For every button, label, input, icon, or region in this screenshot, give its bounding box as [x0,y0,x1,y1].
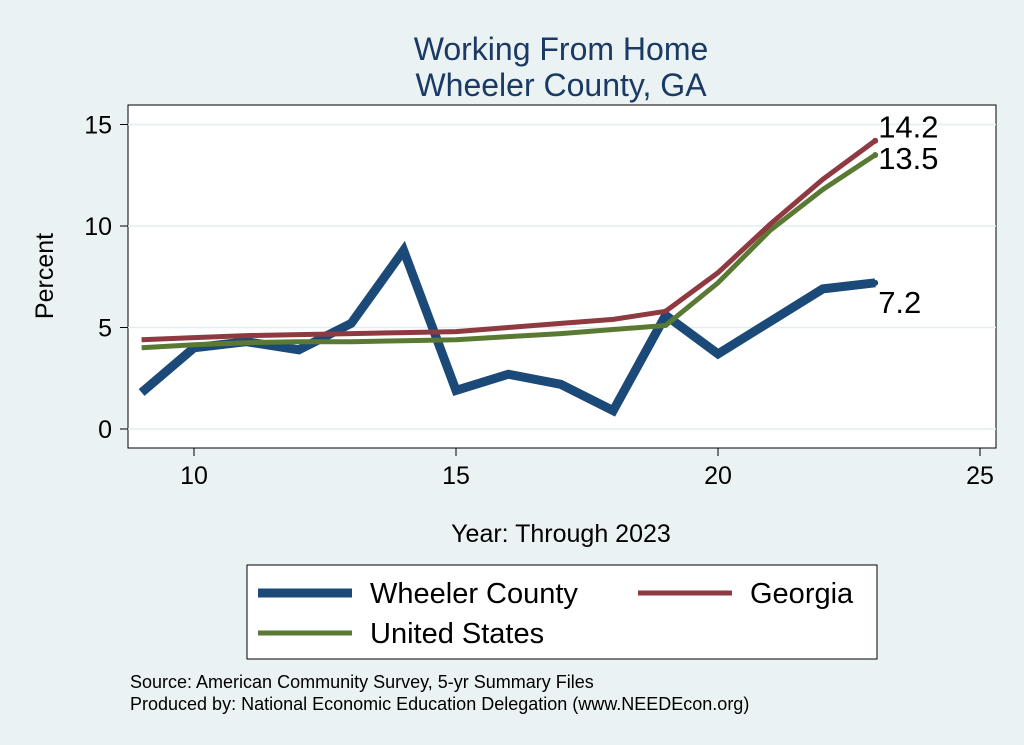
gridlines [128,123,996,430]
plot-area [127,104,997,449]
x-tick-label: 20 [704,462,732,490]
y-tick-label: 5 [98,315,112,343]
georgia-line [141,138,877,343]
x-tick-label: 25 [966,462,994,490]
wheeler-county-end-point [872,279,879,286]
x-tick-label: 15 [442,462,470,490]
x-axis-label: Year: Through 2023 [451,520,671,548]
axes: 0 5 10 15 10 15 20 25 [84,112,994,491]
united-states-end-label: 13.5 [878,141,938,176]
y-tick-label: 15 [84,112,112,140]
y-axis-label: Percent [31,233,59,319]
united-states-end-point [872,151,879,158]
chart-subtitle: Wheeler County, GA [415,67,707,103]
chart-title: Working From Home [414,31,709,67]
y-tick-label: 10 [84,213,112,241]
legend-label-georgia: Georgia [750,578,854,610]
georgia-end-label: 14.2 [878,110,938,145]
united-states-line [141,152,877,351]
wheeler-county-end-label: 7.2 [878,285,921,320]
legend-box [246,564,878,660]
legend-label-united-states: United States [370,618,544,650]
source-note: Source: American Community Survey, 5-yr … [130,672,594,692]
y-tick-label: 0 [98,416,112,444]
producer-note: Produced by: National Economic Education… [130,694,749,714]
georgia-end-point [872,137,879,144]
legend: Wheeler County Georgia United States [258,578,854,650]
end-labels: 7.2 14.213.5 [878,110,938,320]
legend-label-wheeler-county: Wheeler County [370,578,578,610]
series-lines [138,137,879,417]
x-tick-label: 10 [180,462,208,490]
